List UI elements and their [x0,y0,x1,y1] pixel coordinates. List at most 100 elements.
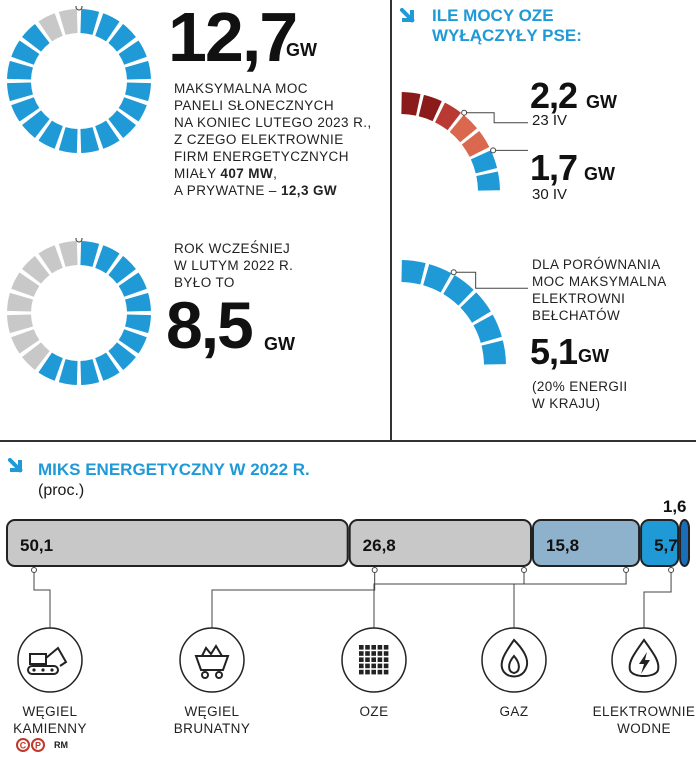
ring-segment [11,97,40,122]
curtailment-date-1: 23 IV [532,112,568,129]
bar-value-label: 26,8 [363,536,396,555]
ring-segment [108,24,136,52]
mix-title: MIKS ENERGETYCZNY W 2022 R. [38,460,310,479]
category-label: WĘGIEL [185,704,240,719]
category-label: GAZ [500,704,529,719]
arc-segment [476,171,500,191]
solar-capacity-unit: GW [286,40,317,60]
category-label: WODNE [617,721,671,736]
ring-segment [118,329,147,354]
ring-segment [38,13,63,42]
arc-segment [461,131,490,157]
bar-segment-4 [640,519,680,567]
bar-segment-3 [531,519,641,567]
ring-segment [11,272,40,297]
arc-segment [435,102,461,131]
arc-segment [401,92,421,116]
ring-segment [22,342,50,370]
previous-year-value: 8,5 [166,288,254,362]
ring-segment [7,292,33,312]
comparison-description: DLA PORÓWNANIA MOC MAKSYMALNA ELEKTROWNI… [532,257,667,323]
ring-segment [108,342,136,370]
hydro-power-icon [611,627,677,693]
bar-segment-2 [348,519,532,567]
solar-panel-icon [341,627,407,693]
ring-segment [125,82,151,102]
ring-segment [118,272,147,297]
ring-segment [80,127,100,153]
category-label: KAMIENNY [13,721,87,736]
mix-subtitle: (proc.) [38,482,85,499]
ring-segment [125,314,151,334]
ring-segment [38,245,63,274]
arc-segment [423,264,452,293]
copyright-mark: C P RM [16,738,68,752]
connector-marker [520,567,527,573]
arc-segment [473,314,502,343]
ring-segment [95,120,120,149]
horizontal-divider [0,440,696,442]
curtailment-value-2: 1,7 [530,147,578,188]
energy-mix-chart: 50,1 26,8 15,8 5,7 1,6 WĘGIEL KAMIENNY WĘGIEL BR… [6,497,695,736]
ring-segment [58,9,78,35]
connector-line [33,568,51,628]
leader-marker [490,147,497,154]
bar-value-label: 1,6 [663,497,687,516]
ring-segment [38,120,63,149]
ring-segment [108,256,136,284]
ring-segment [7,60,33,80]
leader-marker [461,109,468,116]
solar-capacity-value: 12,7 [168,0,298,76]
copyright-icon: C P [16,738,45,752]
solar-capacity-ring-2023 [7,6,151,153]
belchatow-note: (20% ENERGII W KRAJU) [532,379,628,411]
connector-line [211,568,376,628]
connector-line [513,568,627,628]
arc-segment [401,260,426,285]
ring-marker [75,6,83,11]
bar-value-label: 15,8 [546,536,579,555]
bar-segment-1 [6,519,349,567]
bar-value-label: 5,7 [654,536,678,555]
ring-segment [95,245,120,274]
curtailment-date-2: 30 IV [532,186,568,203]
connector-marker [623,567,630,573]
belchatow-arc [401,260,528,365]
bar-value-label: 50,1 [20,536,53,555]
curtailment-unit-2: GW [584,164,615,184]
connector-marker [668,567,675,573]
ring-segment [38,352,63,381]
ring-segment [58,241,78,267]
ring-segment [22,24,50,52]
previous-year-description: ROK WCZEŚNIEJ W LUTYM 2022 R. BYŁO TO [174,241,294,290]
ring-marker [75,238,83,243]
belchatow-value: 5,1 [530,331,578,372]
ring-segment [118,97,147,122]
solar-capacity-ring-2022 [7,238,151,385]
ring-segment [80,241,100,267]
leader-line [464,112,528,124]
ring-segment [125,60,151,80]
category-label: WĘGIEL [23,704,78,719]
leader-line [453,271,528,289]
ring-segment [22,110,50,138]
pse-title: ILE MOCY OZE WYŁĄCZYŁY PSE: [432,6,582,45]
curtailment-unit-1: GW [586,92,617,112]
ring-segment [95,352,120,381]
ring-segment [125,292,151,312]
solar-capacity-description: MAKSYMALNA MOC PANELI SŁONECZNYCH NA KON… [174,81,372,198]
arc-segment [470,150,498,174]
ring-segment [58,359,78,385]
connector-line [643,568,672,628]
belchatow-unit: GW [578,346,609,366]
category-label: OZE [360,704,389,719]
ring-segment [22,256,50,284]
ring-segment [80,9,100,35]
connector-marker [31,567,37,573]
bar-segment-5 [679,519,691,567]
arc-segment [460,292,491,323]
arc-segment [449,114,478,143]
curtailment-arc [401,92,528,191]
vertical-divider [390,0,392,440]
gas-flame-icon [481,627,547,693]
